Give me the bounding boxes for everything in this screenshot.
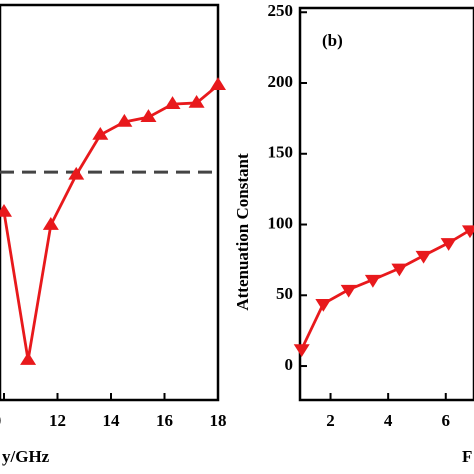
y-tick-label: 100 [268,213,294,232]
data-marker [92,126,109,140]
plot-frame [298,6,474,402]
data-marker [440,238,457,251]
y-axis-label: Attenuation Constant [233,153,252,311]
plot-frame [0,3,220,402]
x-tick-label: 0 [0,411,1,430]
x-tick-label: 14 [103,411,121,430]
data-marker [315,298,332,312]
x-axis-label: y/GHz [2,447,50,466]
x-tick-label: 16 [156,411,173,430]
data-marker [0,203,13,217]
y-tick-label: 200 [268,72,294,91]
data-marker [140,109,157,122]
x-tick-label: 18 [210,411,227,430]
data-marker [340,284,357,298]
data-marker [20,352,37,365]
panel-label: (b) [322,31,343,50]
data-marker [210,77,226,90]
data-marker [461,225,474,239]
data-marker [188,94,205,108]
data-marker [116,113,133,127]
y-tick-label: 250 [268,1,294,20]
x-tick-label: 12 [49,411,66,430]
x-tick-label: 6 [442,411,451,430]
data-marker [293,344,310,358]
y-tick-label: 0 [285,355,294,374]
data-marker [164,96,181,109]
data-line [2,84,219,361]
data-marker [68,166,85,180]
data-line [300,228,471,350]
data-marker [42,217,59,230]
data-marker [391,263,408,277]
x-tick-label: 2 [326,411,335,430]
data-marker [415,250,432,264]
x-axis-label: F [462,447,472,466]
y-tick-label: 50 [276,284,293,303]
y-tick-label: 150 [268,143,294,162]
data-marker [364,274,381,288]
x-tick-label: 4 [384,411,393,430]
